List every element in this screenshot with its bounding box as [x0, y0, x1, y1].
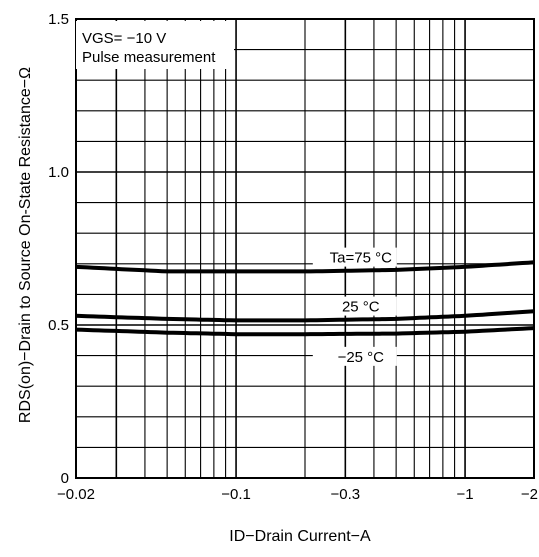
annotation-box: VGS= −10 V Pulse measurement [76, 21, 234, 69]
series-label-group-2: −25 °C [312, 346, 397, 366]
series-line-0 [75, 260, 535, 274]
series-label-group-0: Ta=75 °C [312, 247, 397, 267]
x-tick-label: −1 [457, 486, 474, 503]
plot-border [75, 18, 535, 479]
series-line-2 [75, 326, 535, 337]
tick-labels: −0.02 −0.1 −0.3 −1 −2 0 0.5 1.0 1.5 [48, 11, 538, 503]
curves: Ta=75 °C 25 °C −25 °C [75, 247, 535, 366]
series-label-1: 25 °C [342, 299, 380, 316]
y-tick-label: 1.5 [48, 11, 69, 28]
series-label-background [312, 346, 397, 366]
series-label-0: Ta=75 °C [330, 250, 392, 267]
annotation-pulse: Pulse measurement [82, 49, 216, 66]
y-axis-title: RDS(on)−Drain to Source On-State Resista… [17, 67, 34, 423]
x-tick-label: −0.3 [331, 486, 361, 503]
series-line-1 [75, 309, 535, 323]
series-label-group-1: 25 °C [312, 296, 397, 316]
y-tick-label: 0 [61, 470, 69, 487]
y-tick-label: 1.0 [48, 164, 69, 181]
series-label-background [312, 247, 397, 267]
x-tick-label: −2 [521, 486, 538, 503]
grid [76, 19, 534, 478]
y-tick-label: 0.5 [48, 317, 69, 334]
series-label-2: −25 °C [338, 349, 385, 366]
x-axis-title: ID−Drain Current−A [229, 528, 371, 545]
series-label-background [312, 296, 397, 316]
annotation-vgs: VGS= −10 V [82, 30, 166, 47]
plot-frame [75, 18, 535, 479]
x-tick-label: −0.1 [221, 486, 251, 503]
x-tick-label: −0.02 [57, 486, 95, 503]
